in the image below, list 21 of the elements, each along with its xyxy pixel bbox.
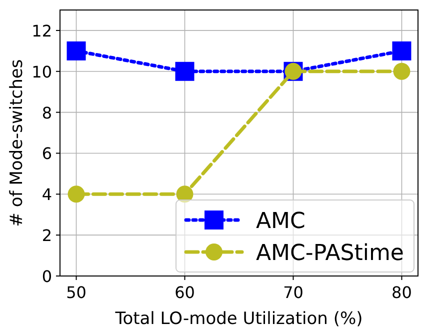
y-tick-label: 0	[42, 267, 52, 286]
point	[66, 41, 86, 60]
point	[175, 62, 194, 81]
y-tick-label: 10	[32, 62, 52, 82]
y-tick-label: 4	[42, 185, 52, 204]
y-tick-label: 8	[42, 103, 52, 122]
point	[68, 186, 85, 203]
point	[393, 62, 410, 80]
legend-label: AMC	[256, 209, 306, 234]
x-tick-label: 50	[66, 283, 86, 302]
y-tick-label: 12	[32, 21, 52, 40]
y-axis-title: # of Mode-switches	[7, 59, 27, 227]
legend-label: AMC-PAStime	[256, 241, 404, 266]
point	[176, 186, 194, 203]
y-tick-label: 6	[42, 144, 52, 164]
x-tick-label: 80	[392, 283, 412, 302]
x-tick-label: 70	[283, 283, 304, 302]
x-axis-title: Total LO-mode Utilization (%)	[114, 309, 363, 329]
y-tick-label: 2	[42, 226, 52, 246]
point	[392, 41, 412, 60]
x-tick-label: 60	[174, 283, 195, 302]
